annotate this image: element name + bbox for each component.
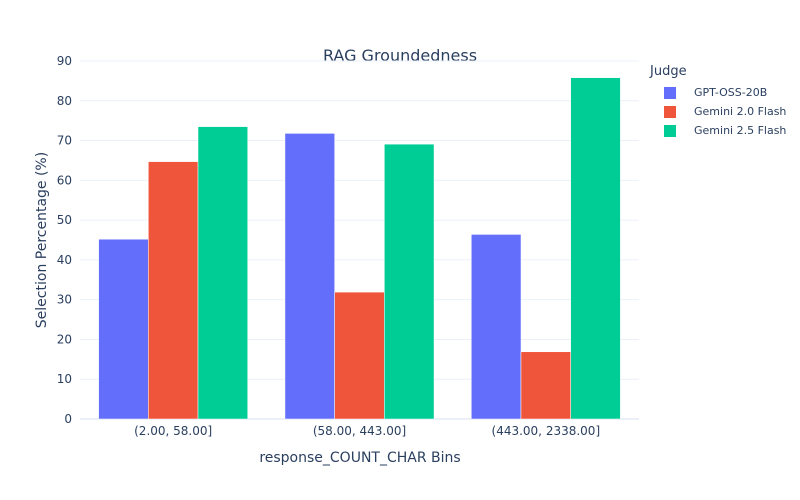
bar[interactable] <box>384 143 435 420</box>
y-tick-label: 80 <box>57 94 72 108</box>
legend-item[interactable]: GPT-OSS-20B <box>650 83 786 102</box>
bar[interactable] <box>471 234 522 420</box>
bars <box>98 77 621 420</box>
y-tick-label: 10 <box>57 372 72 386</box>
legend-title: Judge <box>650 64 687 79</box>
legend-label: Gemini 2.0 Flash <box>694 105 787 118</box>
x-axis-ticks: (2.00, 58.00] (58.00, 443.00] (443.00, 233… <box>134 424 600 438</box>
bar[interactable] <box>520 351 571 420</box>
y-tick-label: 0 <box>64 412 72 426</box>
chart-title: RAG Groundedness <box>322 46 478 65</box>
y-tick-label: 20 <box>57 332 72 346</box>
legend-label: Gemini 2.5 Flash <box>694 124 787 137</box>
legend-swatch <box>664 105 676 118</box>
y-tick-label: 70 <box>57 134 72 148</box>
legend: Judge GPT-OSS-20B Gemini 2.0 Flash Gemini … <box>650 64 786 140</box>
y-tick-label: 50 <box>57 213 72 227</box>
x-tick-label: (2.00, 58.00] <box>134 424 212 438</box>
x-tick-label: (58.00, 443.00] <box>313 424 406 438</box>
y-tick-label: 60 <box>57 173 72 187</box>
y-tick-label: 30 <box>57 293 72 307</box>
legend-item[interactable]: Gemini 2.5 Flash <box>650 121 786 140</box>
x-tick-label: (443.00, 2338.00] <box>492 424 601 438</box>
y-tick-label: 90 <box>57 54 72 68</box>
legend-swatch <box>664 86 676 99</box>
bar[interactable] <box>570 77 621 420</box>
y-axis-ticks: 0 10 20 30 40 50 60 70 80 90 <box>57 54 72 426</box>
bar[interactable] <box>98 238 149 420</box>
y-axis-label: Selection Percentage (%) <box>34 152 50 328</box>
x-axis-label: response_COUNT_CHAR Bins <box>259 450 460 466</box>
y-tick-label: 40 <box>57 253 72 267</box>
bar[interactable] <box>334 291 385 420</box>
bar[interactable] <box>148 161 199 420</box>
legend-swatch <box>664 124 676 137</box>
bar[interactable] <box>284 133 335 420</box>
legend-label: GPT-OSS-20B <box>694 86 768 99</box>
bar[interactable] <box>197 126 248 420</box>
legend-item[interactable]: Gemini 2.0 Flash <box>650 102 786 121</box>
